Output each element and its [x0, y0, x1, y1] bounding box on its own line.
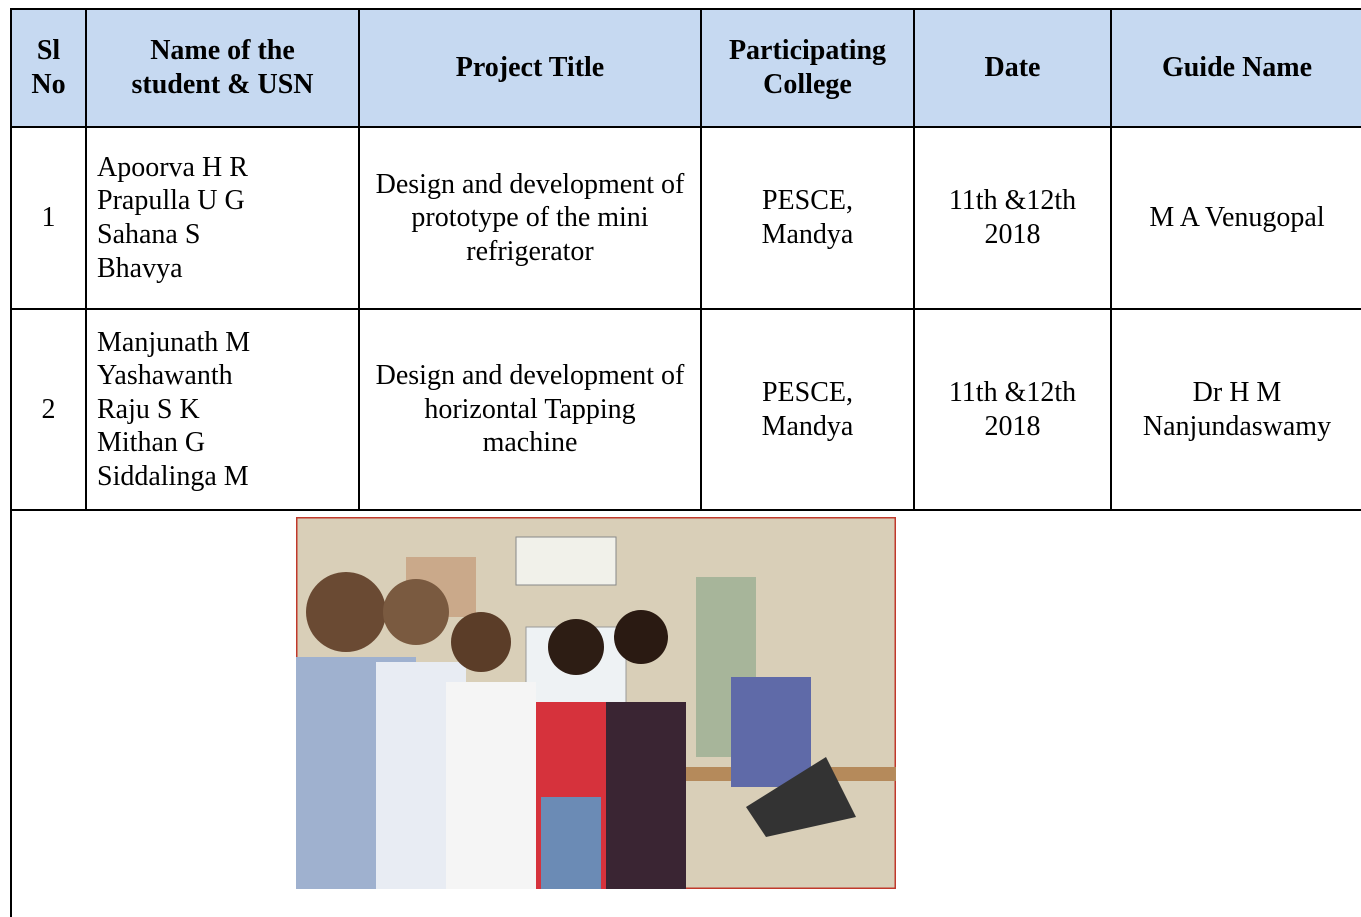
- header-cell: Guide Name: [1110, 8, 1361, 128]
- row: 1 Apoorva H R Prapulla U G Sahana S Bhavya …: [10, 126, 1361, 310]
- student-name: Mithan G: [97, 427, 206, 459]
- header-cell: Sl No: [10, 8, 87, 128]
- student-name: Raju S K: [97, 393, 200, 425]
- photo: [294, 515, 898, 891]
- cell: Design and development of prototype of t…: [358, 126, 702, 310]
- cell: 2: [10, 308, 87, 511]
- cell: PESCE, Mandya: [700, 126, 915, 310]
- cell: 11th &12th 2018: [913, 126, 1112, 310]
- names-cell: Apoorva H R Prapulla U G Sahana S Bhavya: [85, 126, 360, 310]
- header-cell: Project Title: [358, 8, 702, 128]
- names-cell: Manjunath M Yashawanth Raju S K Mithan G Sid…: [85, 308, 360, 511]
- project-table: Sl No Name of the student & USN Project …: [10, 8, 1361, 917]
- student-name: Yashawanth: [97, 360, 233, 392]
- cell: Dr H M Nanjundaswamy: [1110, 308, 1361, 511]
- student-name: Prapulla U G: [97, 185, 245, 217]
- cell: 1: [10, 126, 87, 310]
- header-cell: Participating College: [700, 8, 915, 128]
- header-cell: Name of the student & USN: [85, 8, 360, 128]
- student-name: Siddalinga M: [97, 460, 249, 492]
- student-name: Bhavya: [97, 252, 183, 284]
- header-row: Sl No Name of the student & USN Project …: [10, 8, 1361, 128]
- student-name: Manjunath M: [97, 326, 251, 358]
- header-cell: Date: [913, 8, 1112, 128]
- photo-row: [10, 509, 1361, 917]
- photo-cell: [10, 509, 1361, 917]
- cell: M A Venugopal: [1110, 126, 1361, 310]
- cell: 11th &12th 2018: [913, 308, 1112, 511]
- cell: PESCE, Mandya: [700, 308, 915, 511]
- student-name: Sahana S: [97, 219, 201, 250]
- cell: Design and development of horizontal Tap…: [358, 308, 702, 511]
- student-name: Apoorva H R: [97, 151, 248, 183]
